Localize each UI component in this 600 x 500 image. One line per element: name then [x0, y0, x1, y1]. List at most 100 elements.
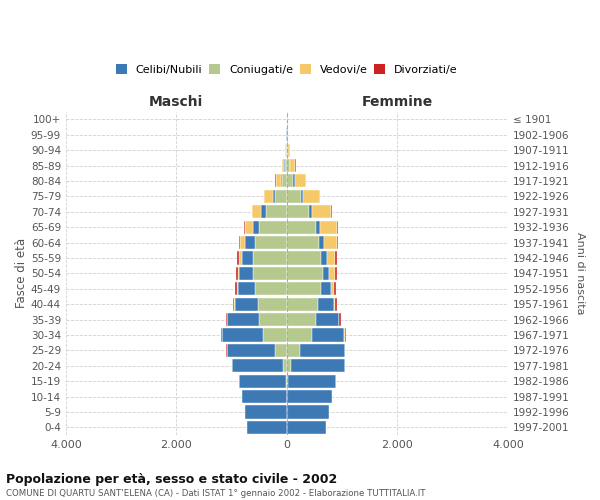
Bar	[291, 360, 345, 372]
Bar	[235, 282, 237, 296]
Bar	[262, 205, 266, 218]
Bar	[281, 174, 282, 188]
Bar	[253, 267, 287, 280]
Bar	[227, 313, 259, 326]
Bar	[245, 406, 287, 418]
Bar	[238, 252, 239, 264]
Bar	[263, 328, 287, 342]
Bar	[287, 174, 293, 188]
Bar	[259, 220, 287, 234]
Bar	[287, 205, 309, 218]
Bar	[320, 282, 331, 296]
Bar	[302, 190, 320, 203]
Bar	[337, 220, 338, 234]
Bar	[312, 328, 344, 342]
Bar	[235, 298, 258, 310]
Bar	[287, 236, 319, 249]
Bar	[287, 159, 290, 172]
Text: COMUNE DI QUARTU SANT'ELENA (CA) - Dati ISTAT 1° gennaio 2002 - Elaborazione TUT: COMUNE DI QUARTU SANT'ELENA (CA) - Dati …	[6, 489, 425, 498]
Bar	[247, 421, 287, 434]
Bar	[253, 220, 259, 234]
Bar	[275, 344, 287, 357]
Bar	[287, 390, 332, 403]
Text: Femmine: Femmine	[362, 94, 433, 108]
Bar	[287, 328, 312, 342]
Bar	[226, 313, 227, 326]
Bar	[232, 360, 283, 372]
Bar	[321, 252, 326, 264]
Bar	[334, 298, 335, 310]
Bar	[284, 159, 285, 172]
Bar	[287, 313, 316, 326]
Text: Maschi: Maschi	[149, 94, 203, 108]
Bar	[255, 236, 287, 249]
Bar	[331, 282, 334, 296]
Bar	[318, 298, 334, 310]
Bar	[285, 159, 287, 172]
Bar	[335, 298, 337, 310]
Bar	[259, 313, 287, 326]
Bar	[239, 374, 286, 388]
Bar	[319, 236, 325, 249]
Bar	[273, 190, 275, 203]
Bar	[287, 421, 326, 434]
Bar	[221, 328, 263, 342]
Bar	[312, 205, 331, 218]
Bar	[253, 252, 287, 264]
Bar	[240, 236, 245, 249]
Bar	[287, 282, 320, 296]
Bar	[299, 344, 345, 357]
Bar	[236, 267, 238, 280]
Bar	[287, 298, 318, 310]
Bar	[238, 267, 239, 280]
Bar	[340, 313, 341, 326]
Bar	[323, 267, 329, 280]
Bar	[329, 267, 335, 280]
Bar	[325, 236, 337, 249]
Y-axis label: Anni di nascita: Anni di nascita	[575, 232, 585, 314]
Bar	[239, 267, 253, 280]
Bar	[238, 282, 255, 296]
Bar	[237, 282, 238, 296]
Bar	[282, 174, 287, 188]
Bar	[275, 190, 287, 203]
Bar	[287, 360, 291, 372]
Bar	[244, 220, 245, 234]
Text: Popolazione per età, sesso e stato civile - 2002: Popolazione per età, sesso e stato civil…	[6, 472, 337, 486]
Bar	[335, 252, 337, 264]
Bar	[245, 220, 253, 234]
Bar	[287, 220, 316, 234]
Bar	[293, 174, 295, 188]
Bar	[227, 344, 275, 357]
Bar	[287, 406, 329, 418]
Bar	[288, 144, 290, 156]
Legend: Celibi/Nubili, Coniugati/e, Vedovi/e, Divorziati/e: Celibi/Nubili, Coniugati/e, Vedovi/e, Di…	[112, 60, 463, 80]
Bar	[288, 374, 336, 388]
Bar	[258, 298, 287, 310]
Bar	[233, 298, 235, 310]
Bar	[266, 205, 287, 218]
Bar	[326, 252, 335, 264]
Y-axis label: Fasce di età: Fasce di età	[15, 238, 28, 308]
Bar	[287, 344, 299, 357]
Bar	[265, 190, 273, 203]
Bar	[344, 328, 346, 342]
Bar	[286, 144, 287, 156]
Bar	[309, 205, 312, 218]
Bar	[290, 159, 295, 172]
Bar	[286, 374, 287, 388]
Bar	[320, 220, 337, 234]
Bar	[287, 267, 323, 280]
Bar	[295, 174, 305, 188]
Bar	[335, 267, 337, 280]
Bar	[239, 236, 240, 249]
Bar	[337, 236, 338, 249]
Bar	[316, 313, 339, 326]
Bar	[275, 174, 281, 188]
Bar	[245, 236, 255, 249]
Bar	[287, 252, 321, 264]
Bar	[287, 190, 301, 203]
Bar	[242, 390, 287, 403]
Bar	[287, 374, 288, 388]
Bar	[334, 282, 337, 296]
